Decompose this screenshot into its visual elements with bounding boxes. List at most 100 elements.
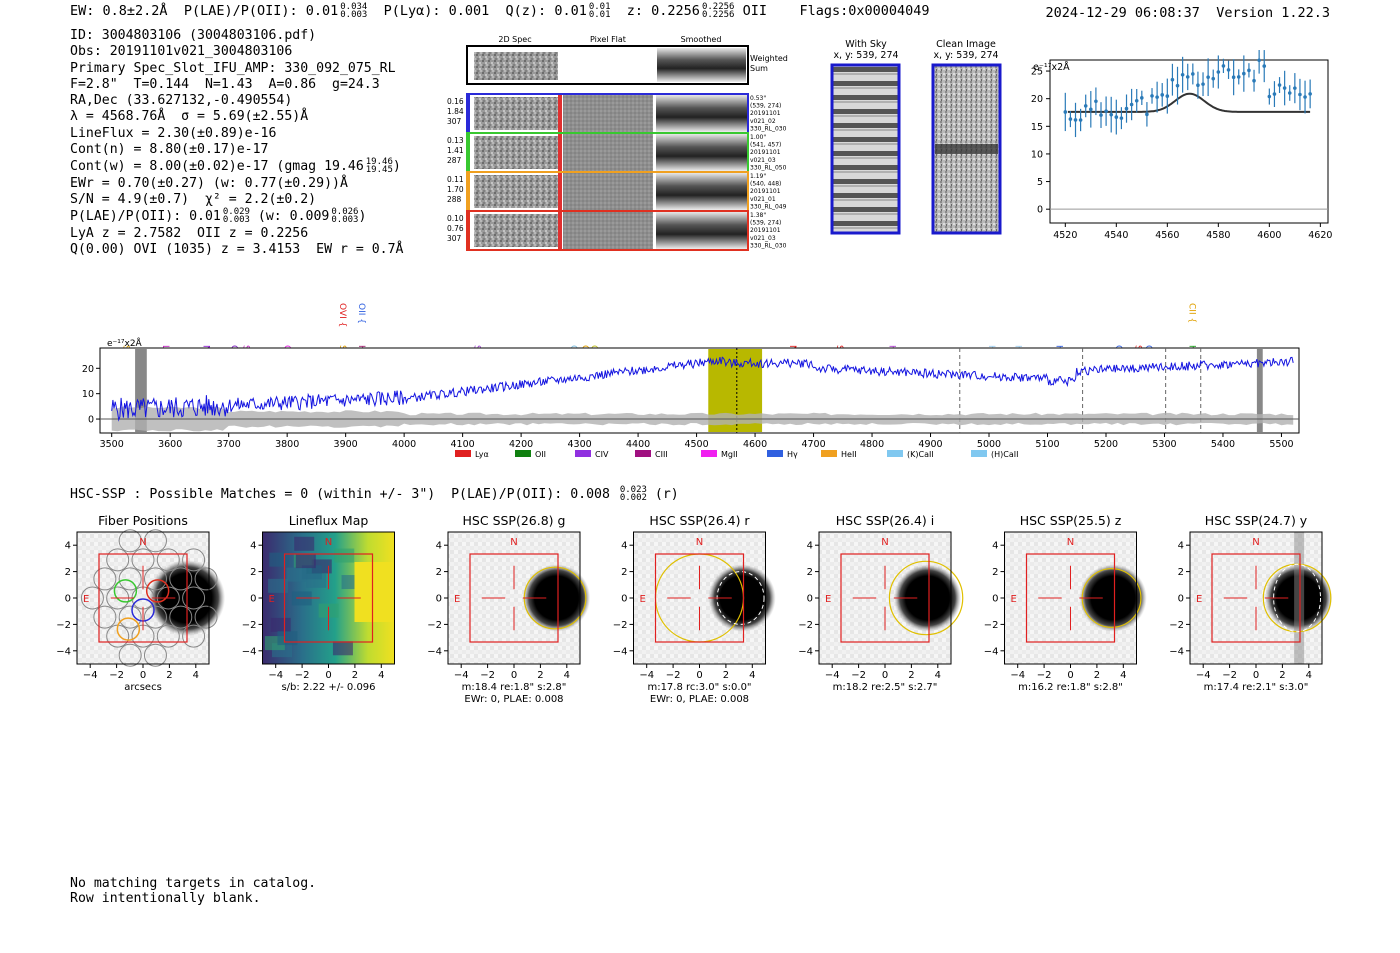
- legend-swatch: [767, 450, 783, 457]
- clean-line-band: [935, 144, 998, 154]
- hsc-xtick-label: 0: [1067, 670, 1073, 681]
- zoom-spectrum: e⁻¹⁷x2Å 4520 4540 4560 4580 4600 4620 0 5 10 15 20…: [1031, 50, 1332, 240]
- lineflux-cell: [295, 554, 316, 569]
- main-xtick-label: 5500: [1269, 439, 1293, 450]
- hsc-caption-1: m:18.2 re:2.5" s:2.7": [833, 682, 938, 693]
- info-id: ID: 3004803106 (3004803106.pdf): [70, 28, 317, 43]
- cutout-gap: [653, 173, 656, 210]
- fiber-circle: [143, 643, 167, 667]
- zoom-datapoint: [1175, 83, 1180, 88]
- cutout-a: 0.11: [447, 175, 464, 184]
- info-contn: Cont(n) = 8.80(±0.17)e-17: [70, 142, 269, 158]
- zoom-datapoint: [1165, 94, 1170, 98]
- cutout-meta: 330_RL_030: [750, 242, 787, 249]
- legend-swatch: [821, 450, 837, 457]
- sum-label: Sum: [750, 64, 768, 73]
- hsc-xtick-label: −2: [851, 670, 866, 681]
- info-ewr: EWr = 0.70(±0.27) (w: 0.77(±0.29))Å: [70, 175, 348, 191]
- cutout-flat: [563, 212, 653, 249]
- hsc-xtick-label: 0: [882, 670, 888, 681]
- hsc-source-blob: [893, 564, 962, 632]
- cutout-meta: 20191101: [750, 110, 781, 117]
- hsc-xtick-label: 0: [511, 670, 517, 681]
- cutout-meta: 1.38": [750, 212, 766, 219]
- hsc-ytick-label: 0: [65, 594, 71, 605]
- hsc-sep-ellipse: [1273, 563, 1322, 633]
- main-xtick-label: 3600: [158, 439, 182, 450]
- hsc-search-box: [654, 553, 745, 643]
- zoom-datapoint: [1160, 93, 1165, 97]
- fiber-circle: [93, 567, 117, 591]
- hsc-ytick-label: −4: [798, 646, 813, 657]
- lineflux-cell: [294, 536, 315, 551]
- fiber-circle: [106, 548, 130, 572]
- header-qz: Q(z): 0.01: [505, 3, 587, 19]
- main-ytick-label: 0: [88, 415, 94, 426]
- main-xtick-label: 4200: [509, 439, 533, 450]
- cutout-meta: 330_RL_049: [750, 203, 787, 210]
- cutout-a: 0.13: [447, 136, 464, 145]
- hsc-xtick-label: 4: [935, 670, 941, 681]
- north-label: N: [139, 537, 146, 548]
- hsc-summary-hi: 0.023: [619, 485, 647, 495]
- cutout-meta: v021_03: [750, 235, 776, 242]
- north-label: N: [510, 537, 517, 548]
- cutout-meta: (541, 457): [750, 142, 781, 149]
- hsc-ytick-label: −2: [613, 620, 628, 631]
- header-plya: P(Lyα): 0.001: [383, 3, 490, 19]
- hsc-ytick-label: 4: [807, 541, 813, 552]
- hsc-xtick-label: −2: [666, 670, 681, 681]
- zoom-datapoint: [1277, 83, 1282, 87]
- hsc-xtick-label: 2: [166, 670, 172, 681]
- cutout-meta: v021_01: [750, 196, 776, 203]
- hsc-xtick-label: 0: [325, 670, 331, 681]
- cutout-2d: [474, 136, 558, 169]
- hsc-xtick-label: 0: [696, 670, 702, 681]
- header-version-text: Version 1.22.3: [1216, 5, 1330, 21]
- hsc-xtick-label: 2: [537, 670, 543, 681]
- hsc-caption-2: EWr: 0, PLAE: 0.008: [464, 694, 563, 705]
- zoom-datapoint: [1083, 104, 1088, 108]
- north-label: N: [1067, 537, 1074, 548]
- hsc-ytick-label: 0: [992, 594, 998, 605]
- zoom-datapoint: [1272, 92, 1277, 96]
- zoom-datapoint: [1114, 115, 1119, 119]
- hsc-xtick-label: −4: [639, 670, 654, 681]
- hsc-ytick-label: −4: [613, 646, 628, 657]
- hsc-caption-1: m:17.4 re:2.1" s:3.0": [1204, 682, 1309, 693]
- header-z-hi: 0.2256: [701, 2, 735, 12]
- header-plae: P(LAE)/P(OII): 0.01: [183, 3, 339, 19]
- hsc-xtick-label: −2: [109, 670, 124, 681]
- cutout-meta: v021_02: [750, 118, 776, 125]
- sky-images: With Sky x, y: 539, 274 Clean Image x, y…: [830, 39, 1002, 235]
- lineflux-cell: [277, 631, 298, 646]
- main-xtick-label: 4100: [451, 439, 475, 450]
- hsc-caption-1: arcsecs: [124, 682, 162, 693]
- main-xtick-label: 4700: [801, 439, 825, 450]
- hsc-ytick-label: 0: [250, 594, 256, 605]
- zoom-datapoint: [1226, 68, 1231, 72]
- main-masked-region: [135, 349, 147, 432]
- zoom-xtick-label: 4620: [1308, 230, 1332, 240]
- cutout-2d: [474, 97, 558, 130]
- cutout-2d: [474, 214, 558, 247]
- north-label: N: [696, 537, 703, 548]
- fiber-circle: [169, 567, 193, 591]
- main-xtick-label: 5000: [977, 439, 1001, 450]
- info-sn: S/N = 4.9(±0.7) χ² = 2.2(±0.2): [70, 191, 317, 207]
- info-lineflux: LineFlux = 2.30(±0.89)e-16: [70, 125, 277, 141]
- zoom-datapoint: [1104, 109, 1108, 113]
- fiber-circle: [194, 567, 218, 591]
- zoom-datapoint: [1293, 86, 1297, 90]
- zoom-datapoint: [1119, 116, 1124, 120]
- header-summary: EW: 0.8±2.2Å P(LAE)/P(OII): 0.01 0.034 0.0…: [70, 2, 930, 20]
- cutout-c: 307: [447, 234, 462, 243]
- zoom-datapoint: [1242, 71, 1246, 76]
- cutout-meta: 330_RL_030: [750, 125, 787, 132]
- zoom-datapoint: [1298, 92, 1302, 97]
- hsc-ytick-label: −4: [242, 646, 257, 657]
- legend-label: CIV: [595, 450, 609, 459]
